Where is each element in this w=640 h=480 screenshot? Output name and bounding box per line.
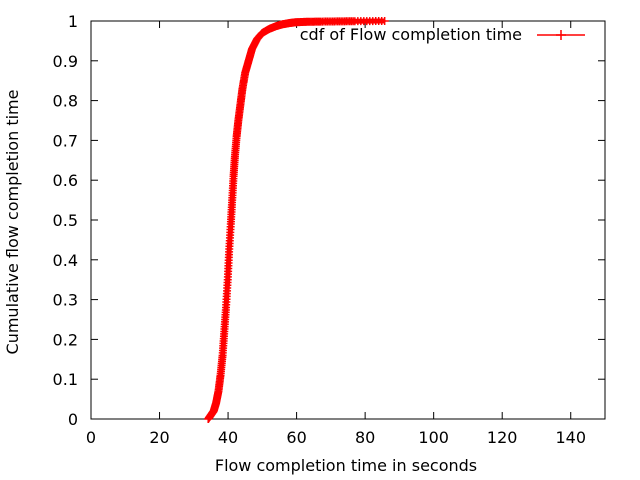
y-tick-label: 0.8 — [53, 92, 78, 111]
legend-label: cdf of Flow completion time — [300, 25, 522, 44]
x-axis-label: Flow completion time in seconds — [215, 456, 477, 475]
y-tick-label: 0.2 — [53, 330, 78, 349]
y-axis-label: Cumulative flow completion time — [3, 90, 22, 355]
x-tick-label: 60 — [286, 428, 306, 447]
legend: cdf of Flow completion time — [300, 25, 585, 44]
x-tick-label: 120 — [487, 428, 518, 447]
y-tick-label: 1 — [68, 12, 78, 31]
plot-frame — [90, 20, 606, 420]
y-tick-label: 0 — [68, 410, 78, 429]
x-tick-label: 80 — [355, 428, 375, 447]
y-tick-label: 0.1 — [53, 370, 78, 389]
y-tick-label: 0.4 — [53, 251, 78, 270]
y-tick-label: 0.6 — [53, 171, 78, 190]
data-point-marker — [380, 17, 389, 25]
x-tick-label: 140 — [555, 428, 586, 447]
series-line — [206, 18, 385, 421]
x-axis-ticks: 0 20 40 60 80 100 120 140 — [86, 21, 586, 447]
x-tick-label: 0 — [86, 428, 96, 447]
x-tick-label: 100 — [418, 428, 449, 447]
series-layer — [204, 17, 389, 423]
y-axis-ticks: 0 0.1 0.2 0.3 0.4 0.5 0.6 0.7 0.8 0.9 1 — [53, 12, 605, 429]
y-tick-label: 0.5 — [53, 211, 78, 230]
y-tick-label: 0.7 — [53, 131, 78, 150]
x-tick-label: 20 — [149, 428, 169, 447]
x-tick-label: 40 — [218, 428, 238, 447]
y-tick-label: 0.3 — [53, 291, 78, 310]
y-tick-label: 0.9 — [53, 52, 78, 71]
legend-marker-plus — [556, 30, 566, 40]
